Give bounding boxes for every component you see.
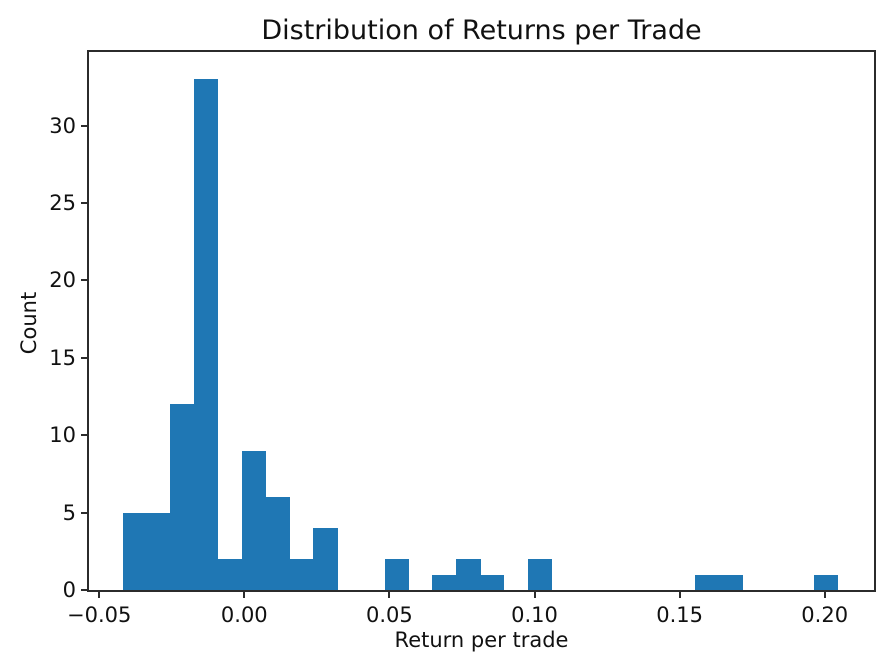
- y-tick-label: 5: [62, 500, 76, 525]
- x-tick-label: 0.20: [801, 603, 849, 627]
- histogram-bar: [313, 528, 338, 590]
- x-tick-label: 0.05: [366, 603, 413, 627]
- histogram-bar: [218, 559, 243, 590]
- x-tick-label: −0.05: [67, 603, 132, 627]
- y-tick-mark: [81, 434, 87, 437]
- histogram-bar: [527, 559, 552, 590]
- y-tick-label: 25: [49, 190, 76, 215]
- histogram-bar: [289, 559, 314, 590]
- histogram-bar: [813, 574, 838, 590]
- histogram-bar: [241, 450, 267, 590]
- chart-title: Distribution of Returns per Trade: [261, 15, 702, 46]
- histogram-bar: [480, 574, 505, 590]
- x-tick-mark: [98, 592, 101, 598]
- x-tick-label: 0.00: [220, 603, 268, 627]
- histogram-bar: [265, 497, 290, 590]
- y-tick-label: 20: [49, 268, 76, 293]
- plot-area: [87, 50, 876, 592]
- y-tick-label: 15: [49, 345, 76, 370]
- x-tick-mark: [533, 592, 536, 598]
- y-tick-label: 10: [49, 423, 76, 448]
- x-tick-mark: [678, 592, 681, 598]
- x-tick-mark: [243, 592, 246, 598]
- histogram-bar: [718, 574, 743, 590]
- histogram-bar: [122, 512, 147, 590]
- y-tick-mark: [81, 511, 87, 514]
- x-tick-label: 0.10: [511, 603, 558, 627]
- x-tick-label: 0.15: [656, 603, 703, 627]
- histogram-bar: [432, 574, 457, 590]
- histogram-bar: [170, 404, 195, 590]
- x-tick-mark: [823, 592, 826, 598]
- y-tick-mark: [81, 589, 87, 591]
- histogram-bar: [146, 512, 171, 590]
- y-tick-mark: [81, 279, 87, 282]
- histogram-bars: [89, 52, 874, 590]
- histogram-bar: [456, 559, 481, 590]
- histogram-bar: [694, 574, 719, 590]
- y-tick-mark: [81, 124, 87, 127]
- x-axis-label: Return per trade: [394, 628, 569, 652]
- y-tick-label: 30: [49, 113, 76, 138]
- y-tick-label: 0: [62, 578, 76, 602]
- histogram-bar: [384, 559, 410, 590]
- y-tick-mark: [81, 201, 87, 204]
- histogram-bar: [194, 79, 219, 590]
- y-tick-mark: [81, 356, 87, 359]
- x-tick-mark: [388, 592, 391, 598]
